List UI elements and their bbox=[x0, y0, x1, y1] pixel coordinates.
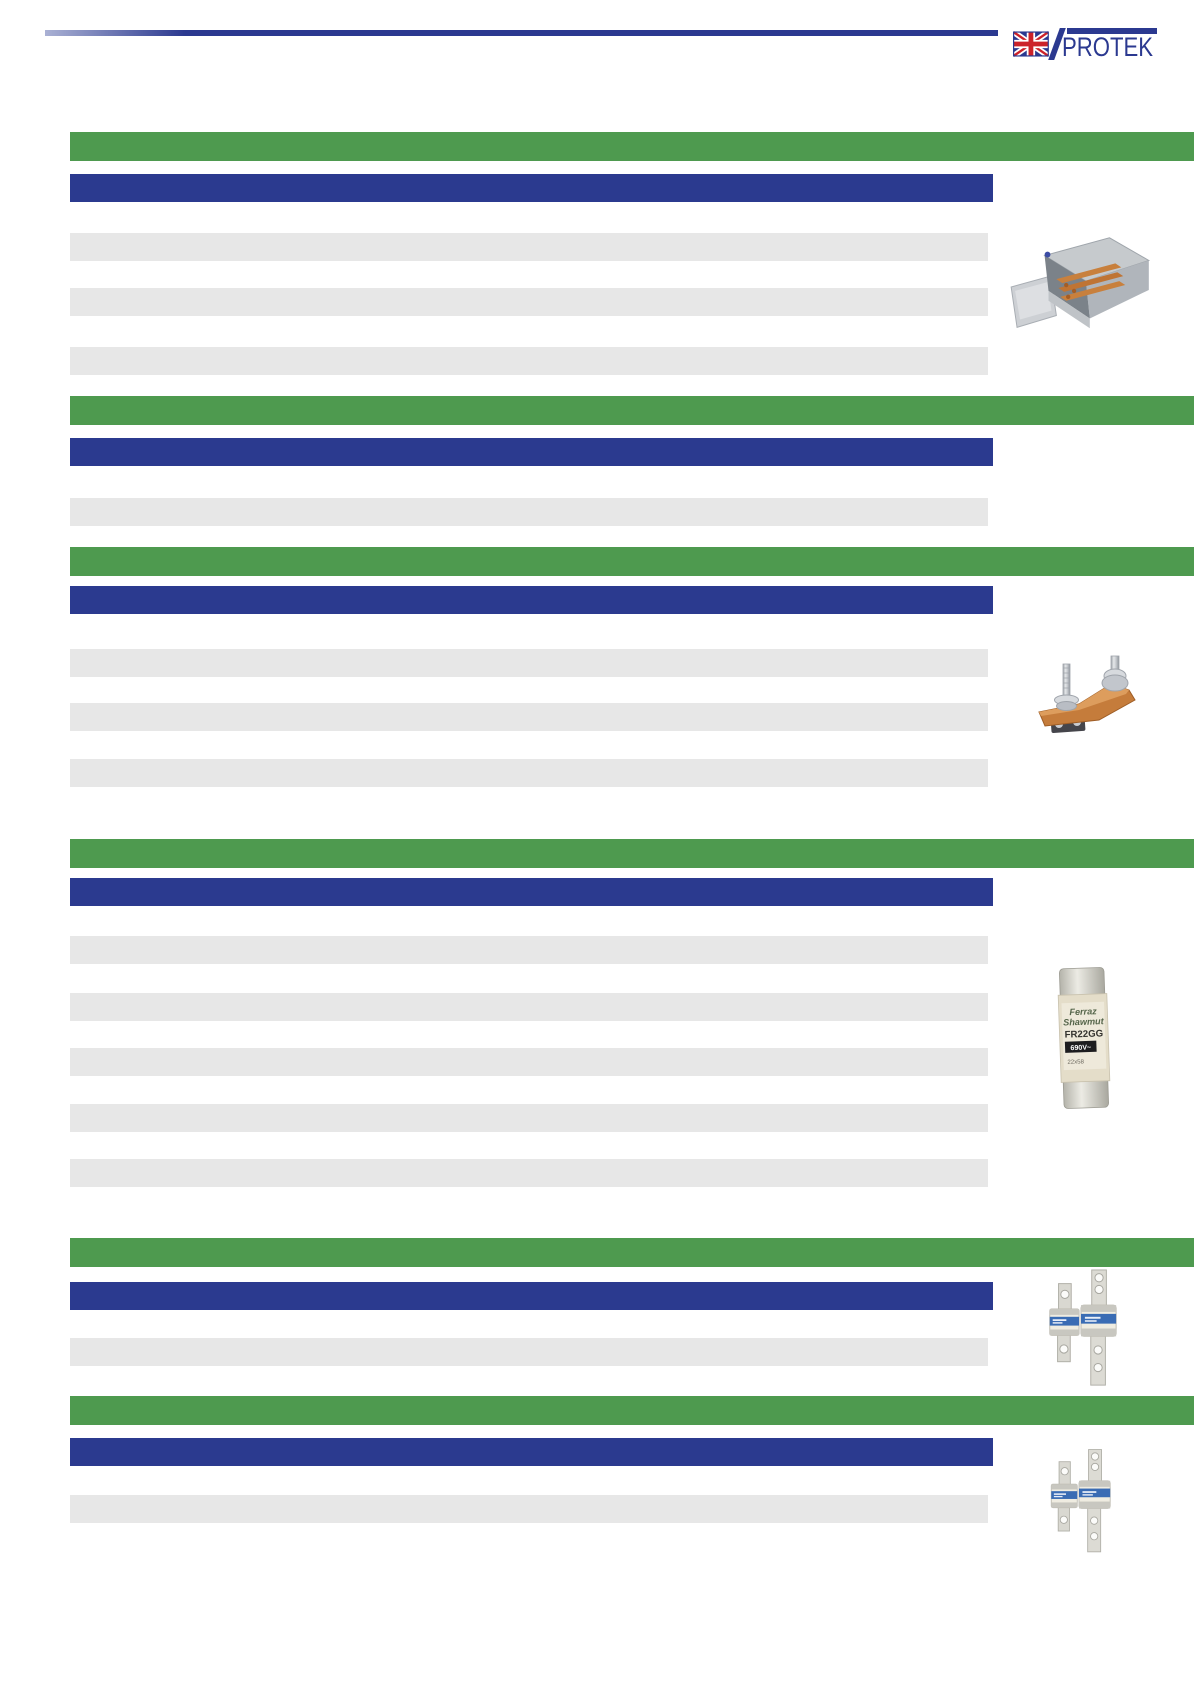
table-row bbox=[70, 1338, 988, 1366]
section-5-header-bar bbox=[70, 1238, 1194, 1267]
table-row bbox=[70, 649, 988, 677]
section-2-header-bar bbox=[70, 396, 1194, 425]
logo-wordmark-block: PROTEK bbox=[1061, 28, 1173, 62]
table-row bbox=[70, 1495, 988, 1523]
table-row bbox=[70, 288, 988, 316]
section-3-header-bar bbox=[70, 547, 1194, 576]
table-row bbox=[70, 759, 988, 787]
protek-logo: PROTEK bbox=[1013, 28, 1173, 64]
table-row bbox=[70, 1159, 988, 1187]
fuse-brand-line1: Ferraz bbox=[1069, 1006, 1097, 1017]
section-6-subheader-bar bbox=[70, 1438, 993, 1466]
fuse-size-text: 22x58 bbox=[1067, 1058, 1084, 1066]
table-row bbox=[70, 936, 988, 964]
section-1-header-bar bbox=[70, 132, 1194, 161]
fuse-voltage-text: 690V~ bbox=[1070, 1043, 1091, 1052]
section-5-subheader-bar bbox=[70, 1282, 993, 1310]
table-row bbox=[70, 993, 988, 1021]
logo-rule bbox=[1066, 28, 1157, 34]
section-1-subheader-bar bbox=[70, 174, 993, 202]
table-row bbox=[70, 347, 988, 375]
bolted-tag-fuses-product-image bbox=[1040, 1440, 1118, 1564]
table-row bbox=[70, 233, 988, 261]
fuse-holder-product-image bbox=[1005, 228, 1153, 346]
copper-fuse-link-product-image bbox=[1023, 650, 1143, 742]
table-row bbox=[70, 498, 988, 526]
header-rule bbox=[45, 30, 998, 36]
bolted-tag-fuses-product-image bbox=[1036, 1268, 1126, 1390]
table-row bbox=[70, 1104, 988, 1132]
uk-flag-icon bbox=[1013, 29, 1049, 59]
table-row bbox=[70, 703, 988, 731]
section-6-header-bar bbox=[70, 1396, 1194, 1425]
section-2-subheader-bar bbox=[70, 438, 993, 466]
table-row bbox=[70, 1048, 988, 1076]
cylindrical-fuse-product-image: Ferraz Shawmut FR22GG 690V~ 22x58 bbox=[1046, 962, 1122, 1114]
section-4-subheader-bar bbox=[70, 878, 993, 906]
section-4-header-bar bbox=[70, 839, 1194, 868]
fuse-brand-line2: Shawmut bbox=[1063, 1016, 1105, 1027]
brand-name: PROTEK bbox=[1061, 32, 1154, 62]
fuse-model-text: FR22GG bbox=[1064, 1028, 1103, 1040]
section-3-subheader-bar bbox=[70, 586, 993, 614]
